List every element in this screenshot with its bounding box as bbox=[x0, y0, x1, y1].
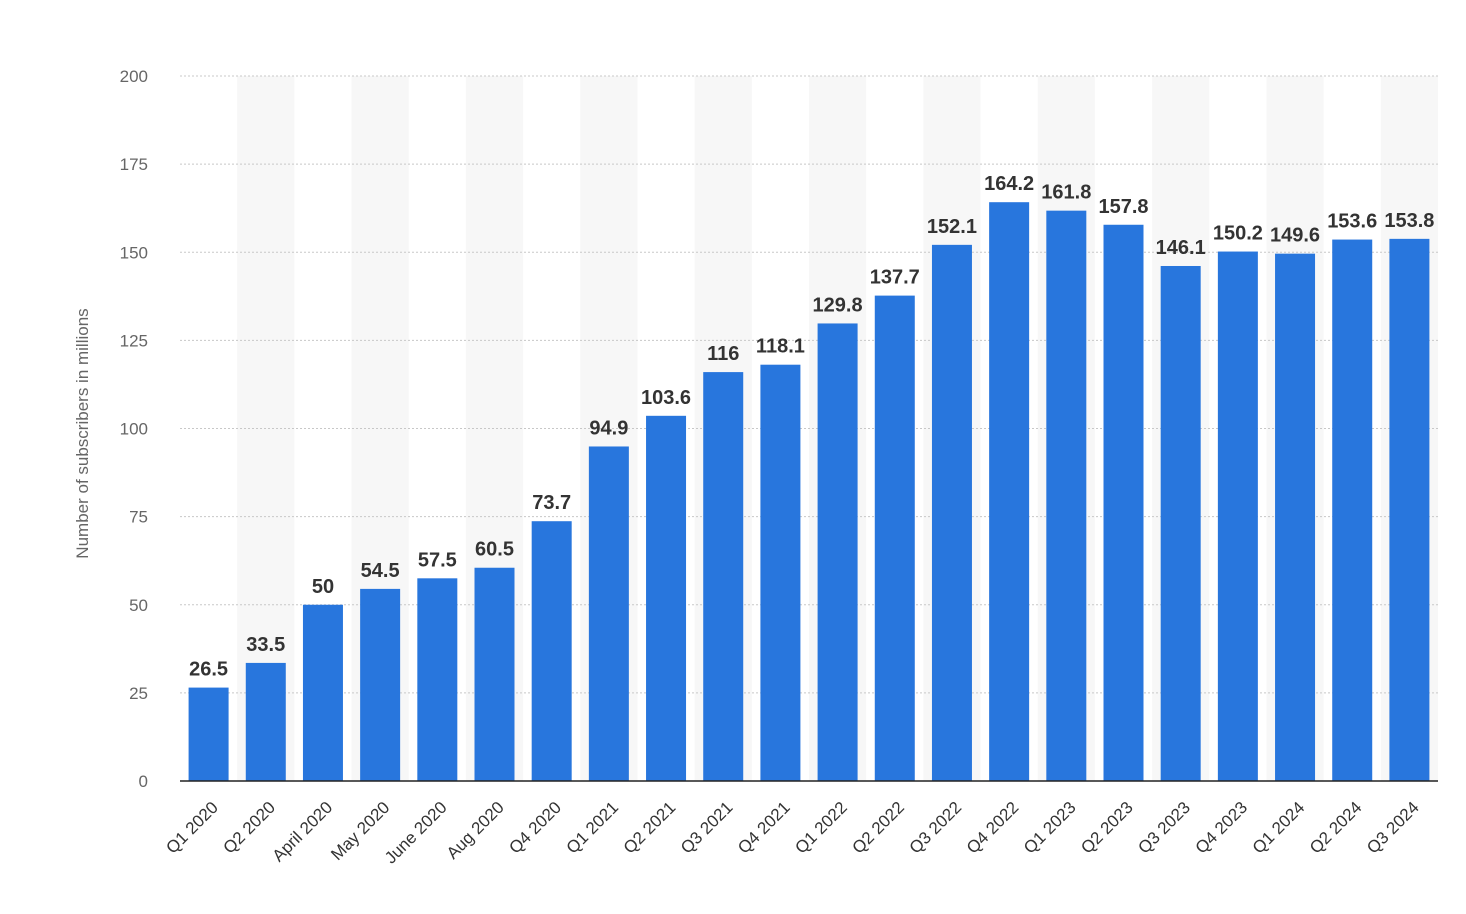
x-tick-label: Q2 2022 bbox=[849, 798, 909, 858]
bar bbox=[703, 372, 744, 781]
x-tick-label: Q2 2024 bbox=[1306, 798, 1366, 858]
bar bbox=[474, 567, 515, 781]
data-label: 73.7 bbox=[532, 492, 571, 514]
y-tick-label: 100 bbox=[120, 420, 148, 439]
x-tick-label: Q4 2022 bbox=[963, 798, 1023, 858]
data-label: 60.5 bbox=[475, 539, 514, 561]
y-tick-label: 25 bbox=[129, 684, 148, 703]
bar bbox=[245, 662, 286, 781]
bar bbox=[1389, 238, 1430, 782]
data-label: 116 bbox=[707, 343, 739, 365]
data-label: 161.8 bbox=[1041, 182, 1091, 204]
bar bbox=[588, 446, 629, 781]
y-tick-label: 175 bbox=[120, 155, 148, 174]
bar bbox=[1103, 224, 1144, 781]
data-label: 26.5 bbox=[189, 659, 228, 681]
x-tick-label: Q1 2022 bbox=[791, 798, 851, 858]
data-label: 157.8 bbox=[1098, 196, 1148, 218]
data-label: 129.8 bbox=[813, 294, 863, 316]
bar bbox=[360, 588, 401, 781]
x-tick-label: Q1 2024 bbox=[1249, 798, 1309, 858]
x-tick-label: Q1 2020 bbox=[162, 798, 222, 858]
y-tick-label: 200 bbox=[120, 67, 148, 86]
data-label: 137.7 bbox=[870, 267, 920, 289]
x-tick-label: Aug 2020 bbox=[443, 798, 508, 863]
data-label: 103.6 bbox=[641, 387, 691, 409]
data-labels: 26.5 33.5 50 54.5 57.5 60.5 73.7 94.9 103.6 116 11… bbox=[189, 173, 1434, 680]
bar bbox=[1332, 239, 1373, 781]
x-tick-label: Q2 2023 bbox=[1077, 798, 1137, 858]
bar bbox=[1217, 251, 1258, 782]
x-tick-label: Q4 2023 bbox=[1192, 798, 1252, 858]
bar bbox=[417, 578, 458, 781]
x-tick-label: Q1 2023 bbox=[1020, 798, 1080, 858]
x-tick-label: Q3 2021 bbox=[677, 798, 737, 858]
bars bbox=[188, 202, 1430, 782]
data-label: 33.5 bbox=[246, 634, 285, 656]
data-label: 50 bbox=[312, 576, 334, 598]
x-tick-label: Q3 2022 bbox=[906, 798, 966, 858]
bar bbox=[188, 687, 229, 781]
y-tick-label: 150 bbox=[120, 243, 148, 262]
bar bbox=[989, 202, 1030, 781]
y-axis-title: Number of subscribers in millions bbox=[73, 308, 92, 558]
x-tick-label: Q1 2021 bbox=[563, 798, 623, 858]
data-label: 150.2 bbox=[1213, 223, 1263, 245]
data-label: 54.5 bbox=[361, 560, 400, 582]
bar bbox=[531, 521, 572, 781]
data-label: 164.2 bbox=[984, 173, 1034, 195]
y-tick-label: 125 bbox=[120, 331, 148, 350]
x-tick-label: Q4 2021 bbox=[734, 798, 794, 858]
data-label: 149.6 bbox=[1270, 225, 1320, 247]
data-label: 152.1 bbox=[927, 216, 977, 238]
bar bbox=[931, 244, 972, 781]
data-label: 94.9 bbox=[589, 417, 628, 439]
bar bbox=[817, 323, 858, 781]
x-tick-label: Q3 2024 bbox=[1363, 798, 1423, 858]
x-tick-label: Q2 2021 bbox=[620, 798, 680, 858]
x-tick-label: April 2020 bbox=[269, 798, 337, 866]
x-tick-label: Q3 2023 bbox=[1134, 798, 1194, 858]
bar bbox=[1275, 253, 1316, 781]
bar bbox=[1160, 265, 1201, 781]
bar bbox=[302, 604, 343, 781]
data-label: 153.6 bbox=[1327, 211, 1377, 233]
bar bbox=[760, 364, 801, 781]
data-label: 153.8 bbox=[1384, 210, 1434, 232]
data-label: 118.1 bbox=[756, 336, 805, 358]
x-tick-label: Q4 2020 bbox=[505, 798, 565, 858]
x-tick-label: June 2020 bbox=[381, 798, 451, 868]
bar bbox=[1046, 210, 1087, 781]
y-axis-ticks: 0 25 50 75 100 125 150 175 200 bbox=[120, 67, 148, 791]
y-tick-label: 0 bbox=[139, 772, 148, 791]
data-label: 146.1 bbox=[1156, 237, 1206, 259]
y-tick-label: 75 bbox=[129, 508, 148, 527]
x-tick-label: Q2 2020 bbox=[220, 798, 280, 858]
bar bbox=[646, 415, 687, 781]
y-tick-label: 50 bbox=[129, 596, 148, 615]
bar bbox=[874, 295, 915, 781]
data-label: 57.5 bbox=[418, 549, 457, 571]
